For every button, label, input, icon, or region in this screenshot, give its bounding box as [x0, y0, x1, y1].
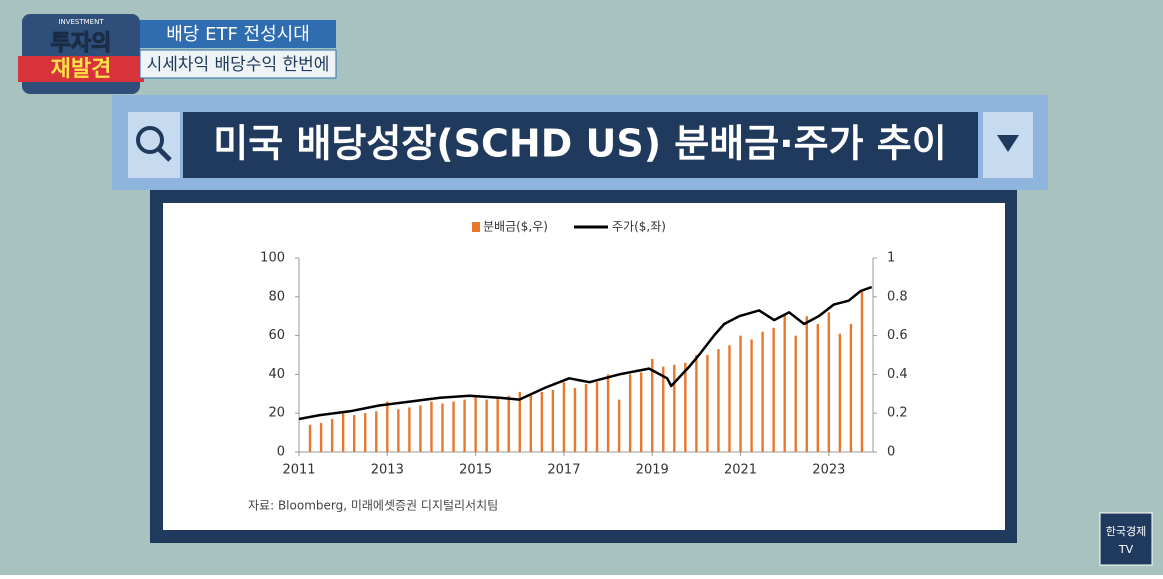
bar — [805, 316, 808, 452]
bar — [430, 401, 433, 452]
x-tick-label: 2015 — [459, 463, 492, 478]
bar — [761, 331, 764, 452]
bar — [606, 374, 610, 452]
legend-swatch — [472, 222, 480, 232]
bar — [452, 401, 455, 452]
y2-tick-label: 1 — [887, 251, 895, 266]
bar — [639, 372, 643, 452]
bar — [838, 333, 842, 452]
bar — [651, 358, 654, 452]
banner-line2: 시세차익 배당수익 한번에 — [147, 55, 330, 75]
bar — [485, 399, 488, 452]
x-tick-label: 2019 — [636, 463, 669, 478]
x-tick-label: 2023 — [812, 463, 845, 478]
y2-tick-label: 0.2 — [887, 406, 908, 421]
y-tick-label: 100 — [260, 251, 285, 266]
source: 자료: Bloomberg, 미래에셋증권 디지털리서치팀 — [248, 499, 498, 513]
bar — [673, 364, 676, 452]
bar — [849, 323, 853, 452]
bar — [783, 314, 786, 452]
search-icon-handle — [157, 147, 172, 162]
bar — [341, 413, 345, 452]
banner-line1: 배당 ETF 전성시대 — [166, 24, 310, 45]
logo-line2: 재발견 — [51, 57, 112, 82]
bar — [794, 335, 797, 452]
bar — [706, 355, 709, 452]
bar — [518, 391, 521, 452]
dropdown-arrow[interactable] — [997, 135, 1019, 152]
bar — [816, 323, 820, 452]
bar — [507, 395, 510, 452]
bar — [397, 409, 400, 452]
y2-tick-label: 0.6 — [887, 328, 908, 343]
y-tick-label: 0 — [277, 445, 285, 460]
bar — [739, 335, 742, 452]
title-box — [183, 112, 978, 178]
chart-title: 미국 배당성장(SCHD US) 분배금·주가 추이 — [213, 122, 946, 166]
bar — [728, 345, 731, 452]
bar — [595, 382, 599, 452]
bar — [474, 395, 477, 452]
x-tick-label: 2011 — [282, 463, 315, 478]
bar — [408, 407, 411, 452]
bar — [717, 349, 720, 452]
banner-top — [140, 20, 336, 48]
y-tick-label: 20 — [268, 406, 285, 421]
bar — [617, 399, 621, 452]
bar — [496, 397, 499, 452]
bar — [860, 290, 864, 452]
legend-label: 분배금($,우) — [483, 220, 548, 234]
y2-tick-label: 0 — [887, 445, 895, 460]
x-tick-label: 2021 — [724, 463, 757, 478]
logo-line1: 투자의 — [51, 31, 112, 56]
broadcaster-box — [1099, 512, 1153, 566]
bar — [584, 384, 588, 452]
y-tick-label: 60 — [268, 328, 285, 343]
broadcaster-line1: 한국경제 — [1106, 525, 1146, 538]
logo-top: INVESTMENT — [58, 18, 104, 26]
bar — [540, 391, 544, 452]
y2-tick-label: 0.8 — [887, 289, 908, 304]
bar — [529, 393, 533, 452]
bar — [662, 366, 665, 452]
bar — [375, 411, 378, 452]
bar — [695, 355, 698, 452]
broadcaster-line2: TV — [1118, 543, 1134, 556]
x-tick-label: 2013 — [371, 463, 404, 478]
search-icon-box — [128, 112, 180, 178]
bar — [573, 387, 577, 452]
legend-label: 주가($,좌) — [612, 220, 666, 234]
search-icon — [136, 126, 164, 154]
x-tick-label: 2017 — [547, 463, 580, 478]
y2-tick-label: 0.4 — [887, 367, 908, 382]
bar — [551, 389, 555, 452]
bar — [772, 327, 775, 452]
bar — [441, 403, 444, 452]
bar — [628, 374, 632, 452]
y-tick-label: 40 — [268, 367, 285, 382]
bar — [562, 382, 566, 452]
bar — [308, 424, 312, 452]
bar — [419, 405, 422, 452]
bar — [386, 401, 389, 452]
bar — [364, 413, 367, 452]
bar — [330, 419, 334, 452]
logo-ribbon — [18, 56, 144, 82]
line — [298, 285, 873, 421]
banner-bottom — [139, 49, 337, 79]
bar — [827, 312, 831, 452]
bar — [463, 399, 466, 452]
bar — [319, 422, 323, 452]
bar — [352, 415, 356, 452]
bar — [684, 362, 687, 452]
bar — [750, 339, 753, 452]
chart-panel — [163, 203, 1005, 530]
y-tick-label: 80 — [268, 289, 285, 304]
